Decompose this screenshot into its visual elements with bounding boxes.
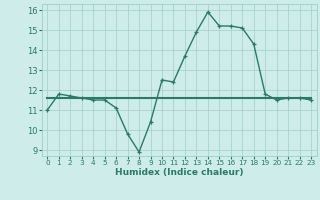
X-axis label: Humidex (Indice chaleur): Humidex (Indice chaleur) [115,168,244,177]
